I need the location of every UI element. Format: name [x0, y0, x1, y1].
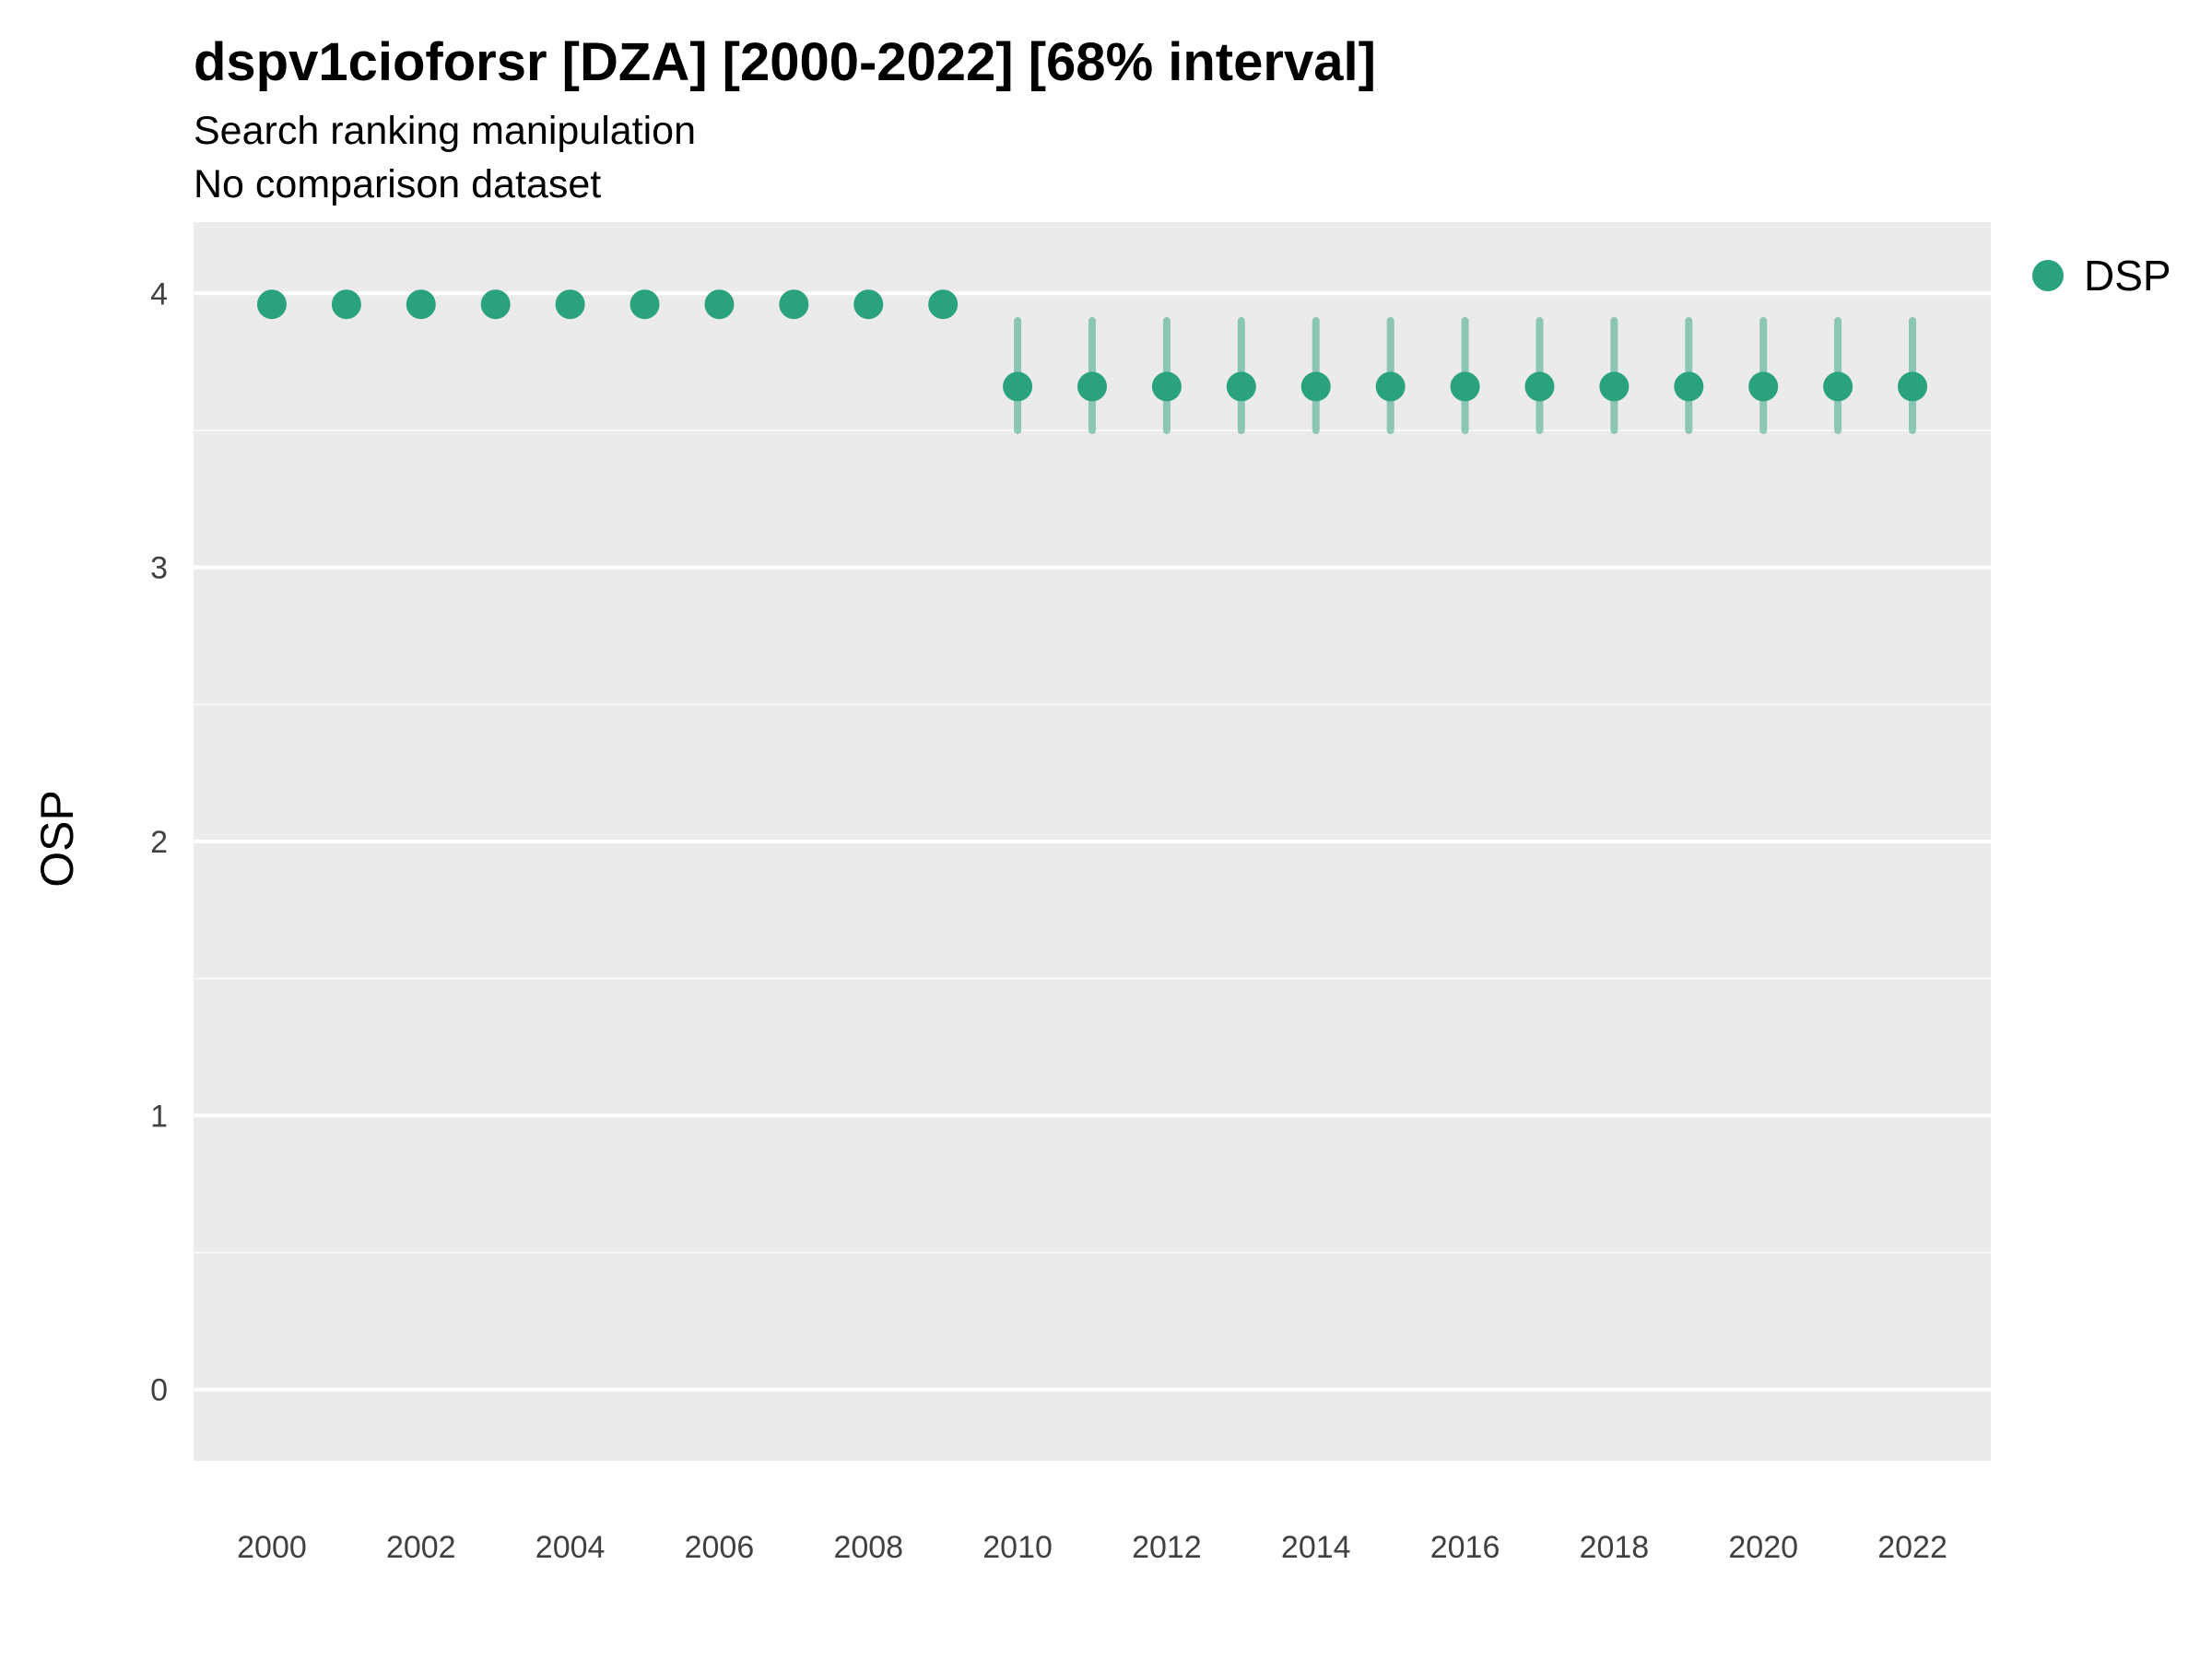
data-point: [1003, 371, 1033, 402]
data-point: [1748, 371, 1779, 402]
data-point: [555, 289, 585, 320]
data-point: [629, 289, 660, 320]
data-point: [779, 289, 809, 320]
y-tick-label: 1: [150, 1099, 168, 1134]
y-tick-label: 2: [150, 825, 168, 860]
legend-dot: [2032, 260, 2064, 291]
x-tick-label: 2008: [833, 1530, 903, 1565]
data-point: [853, 289, 884, 320]
data-point: [480, 289, 511, 320]
data-point: [928, 289, 959, 320]
y-tick-label: 4: [150, 276, 168, 312]
data-point: [1300, 371, 1331, 402]
data-point: [1226, 371, 1256, 402]
legend: DSP: [2032, 251, 2171, 300]
data-point: [1823, 371, 1853, 402]
legend-label: DSP: [2084, 252, 2171, 300]
x-tick-label: 2016: [1430, 1530, 1500, 1565]
x-tick-label: 2018: [1580, 1530, 1650, 1565]
x-tick-label: 2000: [237, 1530, 307, 1565]
y-tick-label: 3: [150, 551, 168, 586]
data-point: [1599, 371, 1630, 402]
data-point: [331, 289, 361, 320]
chart-note: No comparison dataset: [194, 162, 602, 206]
data-point: [1151, 371, 1182, 402]
data-point: [1077, 371, 1107, 402]
x-tick-label: 2006: [685, 1530, 755, 1565]
x-tick-label: 2020: [1728, 1530, 1798, 1565]
data-point: [1898, 371, 1928, 402]
chart-title: dspv1cioforsr [DZA] [2000-2022] [68% int…: [194, 32, 1376, 92]
x-tick-label: 2022: [1877, 1530, 1947, 1565]
x-tick-label: 2004: [535, 1530, 606, 1565]
y-axis-title: OSP: [31, 790, 83, 888]
chart-subtitle: Search ranking manipulation: [194, 109, 696, 153]
data-point: [1524, 371, 1555, 402]
data-point: [1450, 371, 1480, 402]
x-tick-label: 2010: [982, 1530, 1053, 1565]
data-point: [1674, 371, 1704, 402]
y-tick-label: 0: [150, 1373, 168, 1408]
data-point: [406, 289, 436, 320]
data-point: [1375, 371, 1406, 402]
x-tick-label: 2002: [386, 1530, 456, 1565]
x-tick-label: 2014: [1281, 1530, 1351, 1565]
data-point: [704, 289, 735, 320]
data-point: [256, 289, 287, 320]
x-tick-label: 2012: [1132, 1530, 1202, 1565]
